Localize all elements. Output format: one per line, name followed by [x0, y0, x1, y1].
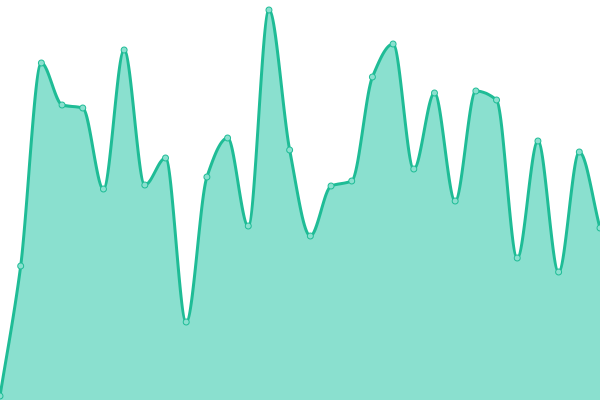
data-point-22 — [451, 197, 459, 205]
data-point-29 — [596, 224, 600, 232]
data-point-17 — [348, 177, 356, 185]
data-point-26 — [534, 137, 542, 145]
data-point-12 — [244, 222, 252, 230]
data-point-6 — [120, 46, 128, 54]
data-point-13 — [265, 6, 273, 14]
data-point-8 — [162, 154, 170, 162]
data-point-0 — [0, 392, 4, 400]
data-point-5 — [99, 185, 107, 193]
data-points — [0, 6, 600, 400]
data-point-3 — [58, 101, 66, 109]
data-point-11 — [224, 134, 232, 142]
data-point-21 — [430, 89, 438, 97]
data-point-18 — [368, 73, 376, 81]
data-point-19 — [389, 40, 397, 48]
data-point-20 — [410, 165, 418, 173]
data-point-24 — [493, 96, 501, 104]
area-fill — [0, 10, 600, 400]
data-point-25 — [513, 254, 521, 262]
data-point-1 — [17, 262, 25, 270]
data-point-16 — [327, 182, 335, 190]
data-point-9 — [182, 318, 190, 326]
data-point-23 — [472, 87, 480, 95]
data-point-14 — [286, 146, 294, 154]
data-point-7 — [141, 181, 149, 189]
data-point-4 — [79, 104, 87, 112]
data-point-28 — [575, 148, 583, 156]
data-point-10 — [203, 173, 211, 181]
data-point-2 — [37, 59, 45, 67]
data-point-27 — [555, 268, 563, 276]
data-point-15 — [306, 232, 314, 240]
